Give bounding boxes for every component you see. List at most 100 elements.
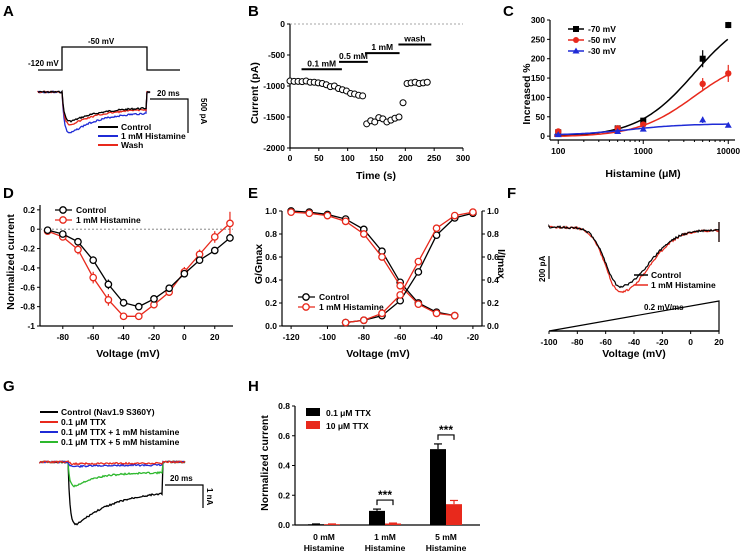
tick-label-x-c: 100 [551, 146, 565, 156]
axis-label-x-e: Voltage (mV) [346, 348, 409, 360]
legend-f-control: Control [651, 270, 681, 280]
bar-h [308, 524, 324, 525]
voltage-protocol-a [38, 46, 180, 71]
data-point-e [432, 224, 441, 233]
drug-bar-label-b: 0.1 mM [307, 58, 336, 68]
legend-c-marker-50 [573, 37, 579, 43]
legend-c-50: -50 mV [588, 35, 616, 45]
panel-d: D Normalized current Voltage (mV) Contro… [3, 185, 234, 360]
significance-label-h: *** [439, 423, 453, 437]
bar-h [324, 524, 340, 525]
data-point-d [180, 269, 189, 278]
legend-d-histamine: 1 mM Histamine [76, 215, 141, 225]
axis-label-y-b: Current (pA) [249, 62, 261, 124]
significance-bracket-h [376, 499, 394, 506]
axis-label-y-h: Normalized current [259, 415, 271, 511]
ramp-rate-f: 0.2 mV/ms [644, 303, 684, 312]
data-point-e [450, 311, 459, 320]
tick-label-y-d: -0.8 [20, 302, 35, 312]
bar-h [385, 523, 401, 525]
data-point-d [74, 237, 82, 246]
legend-c: -70 mV -50 mV -30 mV [568, 24, 616, 56]
data-point-d [58, 230, 67, 238]
axis-label-y-d: Normalized current [5, 214, 17, 310]
tick-label-y2-e: 0.8 [487, 229, 499, 239]
data-point-b [399, 99, 407, 107]
legend-h-swatch-10 [306, 421, 320, 429]
tick-label-x-f: -60 [600, 337, 613, 347]
tick-label-x-d: -40 [117, 332, 130, 342]
data-point-e [450, 211, 459, 220]
tick-label-x-b: 100 [341, 153, 355, 163]
tick-label-x-b: 200 [398, 153, 412, 163]
tick-label-y-d: -0.4 [20, 263, 35, 273]
drug-bar-label-b: 0.5 mM [339, 51, 368, 61]
panel-label-e: E [248, 185, 258, 202]
data-point-d [104, 280, 113, 289]
axis-label-y2-e: I/Imax [495, 249, 507, 279]
tick-label-y-d: 0.2 [23, 205, 35, 215]
tick-label-x-e: -80 [358, 332, 371, 342]
scale-current-a: 500 pA [199, 98, 208, 124]
tick-label-x-f: -80 [571, 337, 584, 347]
tick-label-y-c: 200 [531, 54, 545, 64]
data-point-d [226, 219, 234, 228]
panel-label-d: D [3, 185, 14, 202]
scale-time-g: 20 ms [170, 474, 193, 483]
data-point-c [639, 125, 647, 132]
data-point-e [341, 217, 350, 226]
legend-e-control: Control [319, 292, 349, 302]
legend-g-ttx-1mm: 0.1 μM TTX + 1 mM histamine [61, 427, 180, 437]
category-label-h: 1 mM [374, 532, 396, 542]
scale-time-a: 20 ms [157, 89, 180, 98]
panel-g: G Control (Nav1.9 S360Y) 0.1 μM TTX 0.1 … [3, 378, 214, 526]
legend-e: Control 1 mM Histamine [298, 292, 384, 312]
tick-label-x-b: 150 [369, 153, 383, 163]
bar-h [446, 504, 462, 525]
tick-label-x-f: -40 [628, 337, 641, 347]
tick-label-y-c: 300 [531, 15, 545, 25]
tick-label-x-b: 300 [456, 153, 470, 163]
legend-a-wash: Wash [121, 140, 143, 150]
data-point-e [396, 281, 405, 290]
bar-h [430, 449, 446, 525]
data-point-e [359, 230, 368, 238]
tick-label-y-e: 0.6 [265, 252, 277, 262]
legend-g: Control (Nav1.9 S360Y) 0.1 μM TTX 0.1 μM… [40, 407, 180, 447]
panel-label-h: H [248, 378, 259, 395]
tick-label-y-h: 0.8 [278, 401, 290, 411]
drug-bar-label-b: 1 mM [371, 42, 393, 52]
tick-label-y-b: 0 [280, 19, 285, 29]
tick-label-x-e: -60 [394, 332, 407, 342]
tick-label-y-c: 100 [531, 92, 545, 102]
tick-label-y-b: -1000 [263, 81, 285, 91]
data-point-e [378, 253, 386, 261]
scale-bar-g [165, 484, 204, 508]
tick-label-y2-e: 0.2 [487, 298, 499, 308]
legend-h-01: 0.1 μM TTX [326, 408, 371, 418]
tick-label-x-f: 0 [688, 337, 693, 347]
panel-b: B Current (pA) Time (s) 0 50 100 150 200 250 3… [248, 3, 470, 182]
tick-label-y2-e: 1.0 [487, 206, 499, 216]
data-point-c [724, 121, 732, 128]
trace-control-f [548, 222, 720, 289]
axis-label-y-c: Increased % [521, 63, 533, 125]
tick-label-x-b: 0 [288, 153, 293, 163]
data-point-e [469, 208, 477, 216]
trace-ttx-g [39, 460, 186, 466]
tick-label-x-f: -20 [656, 337, 669, 347]
legend-g-ttx: 0.1 μM TTX [61, 417, 106, 427]
legend-h-swatch-01 [306, 408, 320, 416]
legend-g-ttx-5mm: 0.1 μM TTX + 5 mM histamine [61, 437, 180, 447]
data-point-c [554, 131, 562, 138]
legend-a-histamine: 1 mM Histamine [121, 131, 186, 141]
data-point-e [432, 309, 441, 318]
panel-label-b: B [248, 3, 259, 20]
tick-label-x-d: 20 [210, 332, 220, 342]
legend-f-histamine: 1 mM Histamine [651, 280, 716, 290]
significance-label-h: *** [378, 488, 392, 502]
data-point-c [725, 22, 732, 29]
tick-label-x-e: -20 [467, 332, 480, 342]
panel-label-f: F [507, 185, 516, 202]
protocol-step-label: -50 mV [88, 37, 115, 46]
